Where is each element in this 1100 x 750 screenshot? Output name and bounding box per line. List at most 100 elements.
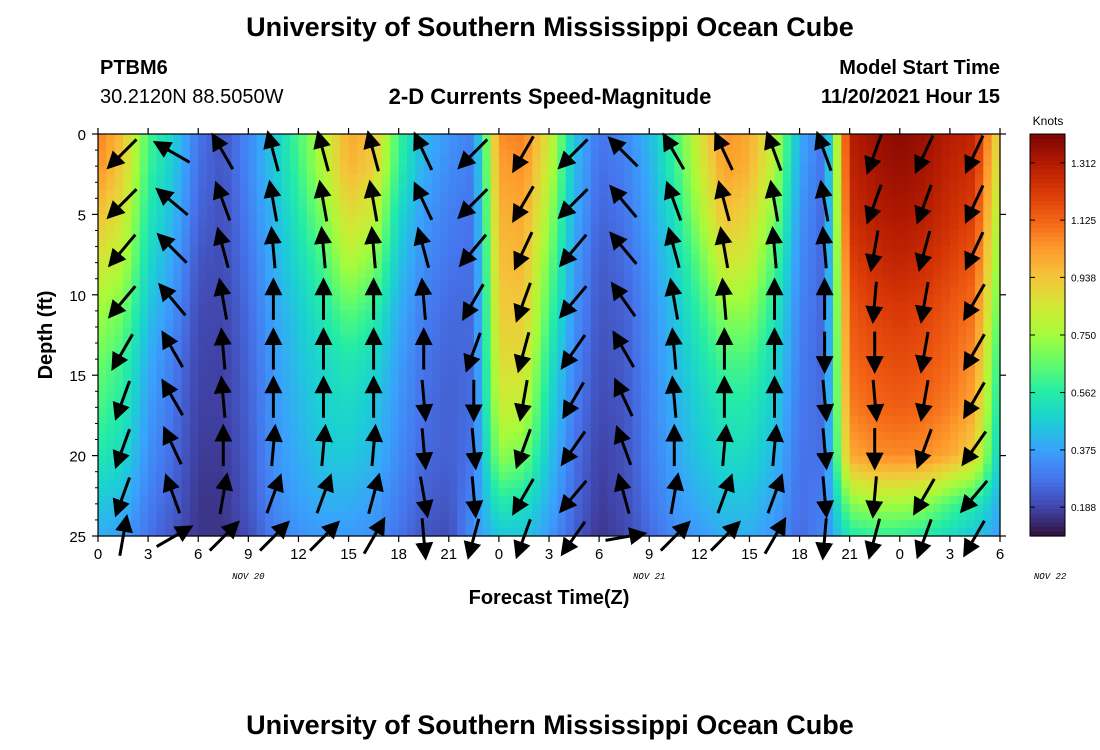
heat-cell [565,286,575,296]
heat-cell [615,246,625,256]
heat-cell [832,238,842,248]
heat-cell [340,174,350,183]
heat-cell [473,343,483,352]
heat-cell [799,238,809,248]
heat-cell [640,310,650,320]
heat-cell [741,455,751,465]
heat-cell [507,222,517,232]
heat-cell [832,246,842,256]
heat-cell [974,447,984,457]
heat-cell [732,294,742,304]
heat-cell [816,158,826,167]
heat-cell [557,479,567,489]
heat-cell [665,351,675,360]
heat-cell [824,246,834,256]
heat-cell [674,335,684,344]
heat-cell [774,399,784,408]
heat-cell [106,351,116,360]
heat-cell [716,246,725,256]
heat-cell [156,270,166,280]
heat-cell [782,286,792,296]
heat-cell [883,238,893,248]
heat-cell [665,206,675,215]
heat-cell [490,447,500,457]
heat-cell [306,278,316,288]
heat-cell [916,487,926,497]
heat-cell [482,415,492,425]
heat-cell [123,407,133,416]
heat-cell [273,158,283,167]
heat-cell [699,174,709,183]
heat-cell [841,335,851,344]
heat-cell [757,487,767,497]
heat-cell [540,479,550,489]
heat-cell [473,294,483,304]
heat-cell [173,270,183,280]
heat-cell [657,222,667,232]
heat-cell [323,254,333,264]
heat-cell [674,471,684,481]
heat-cell [799,383,809,392]
heat-cell [799,310,809,320]
heat-cell [824,351,834,360]
heat-cell [690,222,700,232]
heat-cell [582,351,592,360]
heat-cell [757,174,767,183]
heat-cell [707,206,717,215]
heat-cell [265,479,274,489]
heat-cell [807,495,817,505]
heat-cell [432,399,442,408]
heat-cell [148,359,158,368]
heat-cell [298,254,308,264]
heat-cell [373,158,383,167]
heat-cell [565,230,575,240]
heat-cell [540,367,550,376]
heat-cell [365,318,375,328]
heat-cell [131,158,141,167]
heat-cell [891,270,901,280]
heat-cell [473,399,483,408]
heat-cell [983,302,993,312]
heat-cell [123,222,133,232]
heat-cell [265,270,274,280]
heat-cell [858,383,867,392]
heat-cell [958,182,968,191]
heat-cell [432,222,442,232]
heat-cell [832,415,842,425]
heat-cell [131,174,141,183]
heat-cell [164,415,174,425]
heat-cell [156,222,166,232]
heat-cell [356,383,366,392]
heat-cell [248,359,258,368]
heat-cell [849,134,859,143]
heat-cell [590,463,600,473]
heat-cell [532,190,542,199]
heat-cell [983,447,993,457]
heat-cell [465,286,475,296]
heat-cell [883,407,893,416]
heat-cell [624,214,634,224]
heat-cell [724,150,734,159]
heat-cell [674,190,684,199]
heat-cell [574,471,584,481]
heat-cell [348,335,358,344]
heat-cell [123,174,133,183]
heat-cell [974,375,984,384]
heat-cell [256,158,266,167]
heat-cell [741,375,751,384]
heat-cell [732,134,742,143]
heat-cell [189,254,199,264]
heat-cell [173,286,183,296]
heat-cell [206,479,216,489]
heat-cell [791,222,801,232]
heat-cell [490,238,500,248]
heat-cell [841,278,851,288]
heat-cell [189,399,199,408]
heat-cell [791,158,801,167]
heat-cell [265,455,274,465]
heat-cell [757,302,767,312]
heat-cell [832,222,842,232]
heat-cell [782,351,792,360]
heat-cell [331,318,341,328]
heat-cell [131,222,141,232]
